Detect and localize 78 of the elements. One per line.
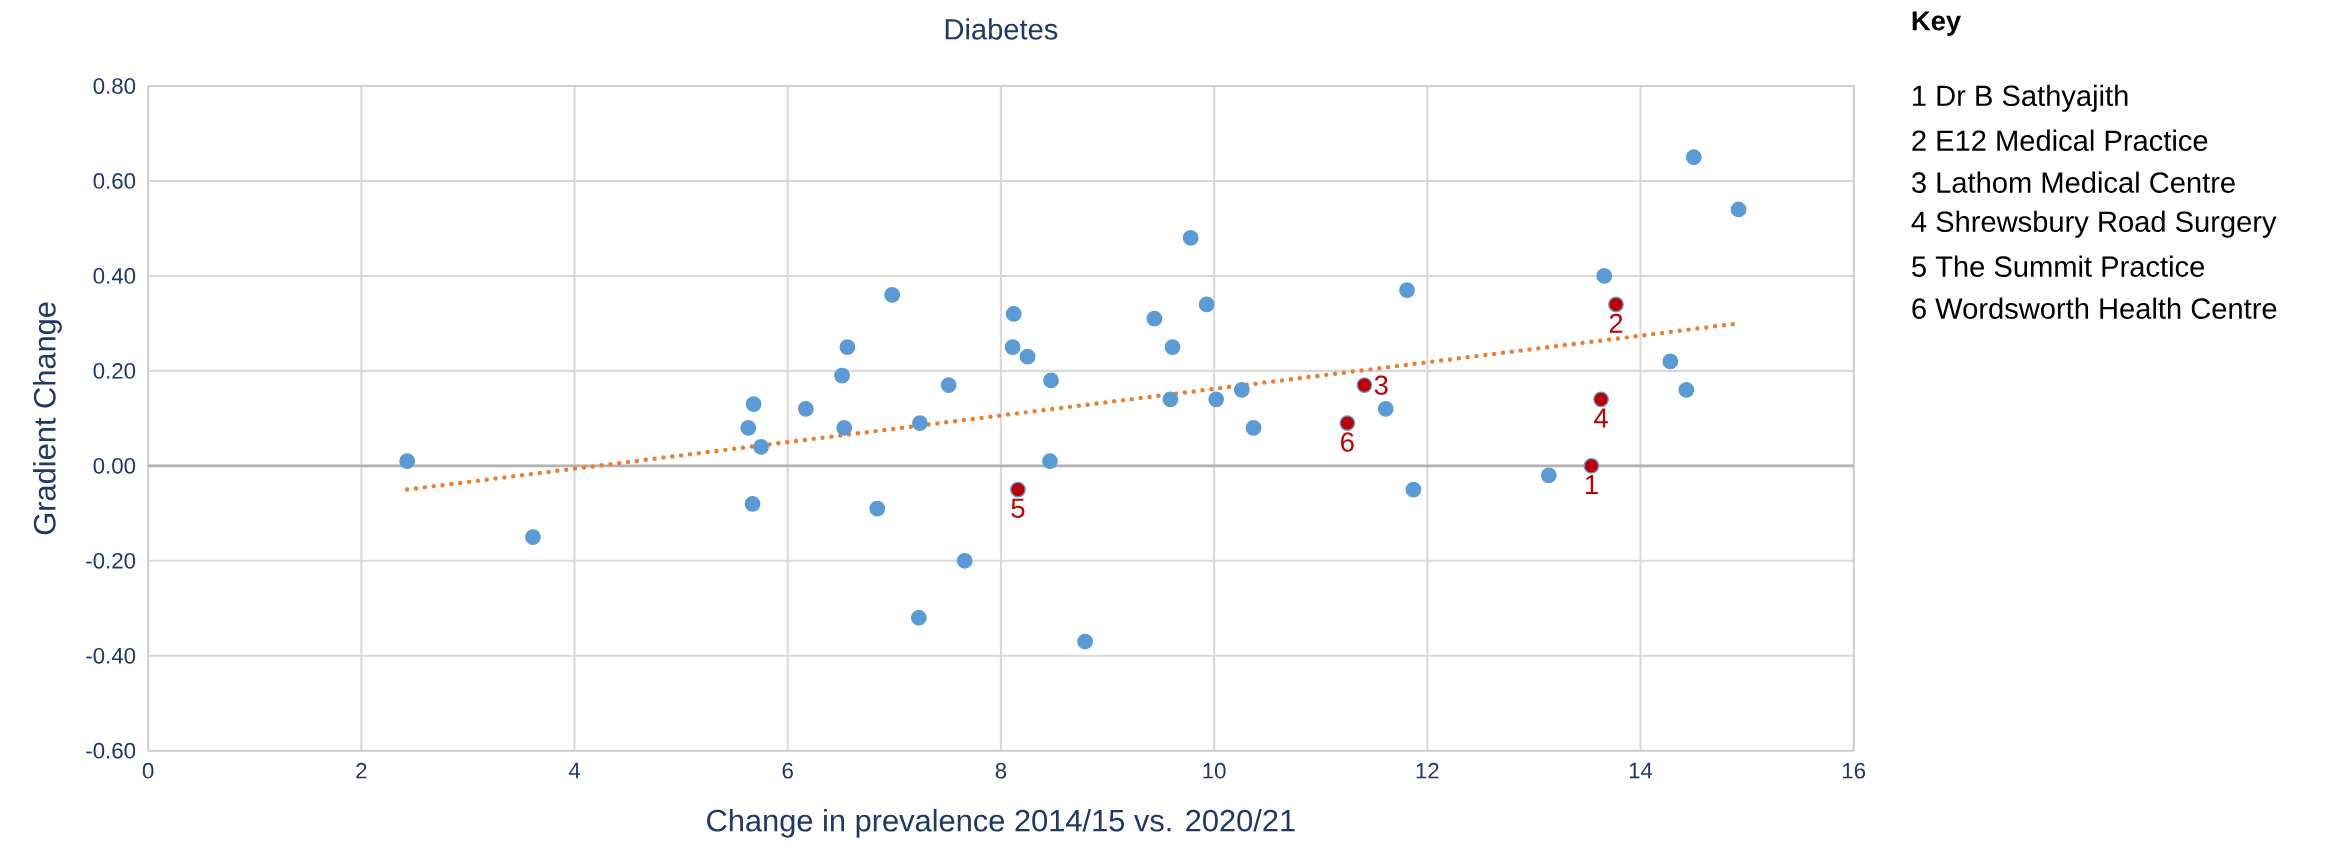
chart-title: Diabetes xyxy=(945,18,1058,40)
x-tick-label: 4 xyxy=(568,762,581,779)
y-tick-label: -0.40 xyxy=(86,647,136,664)
point xyxy=(1399,282,1415,299)
text: 2 E12 Medical Practice xyxy=(1912,129,2208,151)
point xyxy=(1596,268,1613,284)
point xyxy=(1146,310,1163,327)
point xyxy=(1164,339,1181,355)
y-tick-label: -0.20 xyxy=(86,552,136,569)
point xyxy=(1678,381,1695,398)
point xyxy=(1405,481,1422,498)
point xyxy=(912,415,928,431)
annotation: 1 xyxy=(1585,475,1598,494)
point xyxy=(745,396,762,412)
point xyxy=(1042,453,1058,469)
point xyxy=(1356,377,1373,393)
x-tick-label: 16 xyxy=(1843,762,1866,779)
point xyxy=(1019,348,1036,365)
annotation: 6 xyxy=(1341,432,1354,452)
point xyxy=(525,529,541,545)
y-tick-label: 0.20 xyxy=(93,362,136,379)
text: 6 Wordsworth Health Centre xyxy=(1912,297,2277,319)
point xyxy=(1377,400,1394,417)
text: Key xyxy=(1912,11,1962,36)
point xyxy=(1593,391,1609,408)
point xyxy=(740,419,757,436)
point xyxy=(956,552,973,569)
point xyxy=(1339,415,1356,431)
point xyxy=(1198,296,1215,313)
x-tick-label: 10 xyxy=(1203,762,1226,779)
point xyxy=(836,419,853,436)
annotation: 2 xyxy=(1609,313,1623,333)
point xyxy=(744,495,761,512)
point xyxy=(1662,353,1679,370)
y-axis-title: Gradient Change xyxy=(33,302,62,535)
x-tick-label: 8 xyxy=(995,762,1007,779)
point xyxy=(1162,391,1179,408)
y-tick-label: 0.40 xyxy=(93,268,136,284)
point xyxy=(1005,305,1022,322)
x-axis-title: Change in prevalence 2014/15 vs. 2020/21 xyxy=(707,808,1295,838)
annotation: 3 xyxy=(1374,375,1388,395)
point xyxy=(753,438,769,455)
text: 3 Lathom Medical Centre xyxy=(1912,171,2235,193)
point xyxy=(1685,149,1702,166)
text: 5 The Summit Practice xyxy=(1912,255,2205,277)
point xyxy=(884,287,901,303)
annotation: 5 xyxy=(1011,498,1025,518)
annotation: 4 xyxy=(1594,408,1608,428)
point xyxy=(1583,457,1600,474)
point xyxy=(1233,381,1250,398)
x-tick-label: 14 xyxy=(1629,762,1653,779)
point xyxy=(1608,296,1624,313)
point xyxy=(399,453,416,469)
point xyxy=(1043,372,1059,389)
y-tick-label: 0.80 xyxy=(93,78,136,94)
text: 1 Dr B Sathyajith xyxy=(1913,84,2128,112)
point xyxy=(797,400,814,417)
point xyxy=(1010,481,1026,498)
text: 4 Shrewsbury Road Surgery xyxy=(1911,210,2277,238)
point xyxy=(1730,201,1747,218)
x-tick-label: 0 xyxy=(142,762,154,779)
point xyxy=(1245,419,1262,436)
point xyxy=(1077,633,1094,650)
point xyxy=(910,609,927,626)
y-tick-label: 0.00 xyxy=(93,457,136,474)
point xyxy=(869,500,886,517)
point xyxy=(940,377,957,393)
point xyxy=(1208,391,1225,408)
x-tick-label: 6 xyxy=(782,762,793,779)
point xyxy=(1004,339,1021,355)
point xyxy=(834,367,850,384)
y-tick-label: -0.60 xyxy=(86,742,136,759)
point xyxy=(839,339,856,355)
y-tick-label: 0.60 xyxy=(93,173,136,189)
point xyxy=(1182,230,1199,246)
point xyxy=(1540,467,1557,484)
x-tick-label: 2 xyxy=(356,762,367,779)
x-tick-label: 12 xyxy=(1416,762,1439,779)
